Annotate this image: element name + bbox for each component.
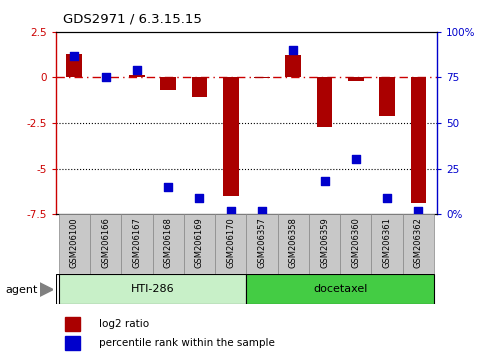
Bar: [121, 214, 153, 274]
Bar: [411, 78, 426, 203]
Point: [289, 47, 297, 53]
Bar: [403, 214, 434, 274]
Bar: [309, 214, 340, 274]
Text: GSM206362: GSM206362: [414, 218, 423, 268]
Text: GSM206360: GSM206360: [351, 218, 360, 268]
Bar: [58, 274, 246, 304]
Text: GSM206168: GSM206168: [164, 218, 172, 268]
Bar: [58, 214, 90, 274]
Bar: [160, 78, 176, 90]
Bar: [65, 336, 80, 350]
Bar: [129, 75, 145, 78]
Text: GSM206357: GSM206357: [257, 218, 267, 268]
Text: GSM206170: GSM206170: [226, 218, 235, 268]
Bar: [65, 317, 80, 331]
Text: GSM206169: GSM206169: [195, 218, 204, 268]
Point: [414, 208, 422, 213]
Bar: [340, 214, 371, 274]
Bar: [98, 76, 114, 78]
Point: [321, 178, 328, 184]
Bar: [223, 78, 239, 196]
Bar: [371, 214, 403, 274]
Polygon shape: [40, 283, 53, 296]
Bar: [192, 78, 207, 97]
Bar: [285, 55, 301, 78]
Text: log2 ratio: log2 ratio: [99, 319, 149, 329]
Bar: [317, 78, 332, 127]
Text: percentile rank within the sample: percentile rank within the sample: [99, 338, 275, 348]
Point: [133, 67, 141, 73]
Text: HTI-286: HTI-286: [131, 284, 174, 295]
Text: GSM206166: GSM206166: [101, 218, 110, 268]
Text: agent: agent: [6, 285, 38, 295]
Bar: [153, 214, 184, 274]
Point: [227, 208, 235, 213]
Bar: [215, 214, 246, 274]
Bar: [67, 54, 82, 78]
Bar: [184, 214, 215, 274]
Text: docetaxel: docetaxel: [313, 284, 368, 295]
Bar: [90, 214, 121, 274]
Point: [164, 184, 172, 190]
Bar: [246, 214, 278, 274]
Bar: [348, 78, 364, 81]
Point: [71, 53, 78, 58]
Bar: [379, 78, 395, 116]
Bar: [246, 274, 434, 304]
Point: [383, 195, 391, 201]
Point: [102, 75, 110, 80]
Point: [196, 195, 203, 201]
Text: GSM206100: GSM206100: [70, 218, 79, 268]
Text: GSM206167: GSM206167: [132, 218, 142, 268]
Text: GSM206358: GSM206358: [289, 218, 298, 268]
Point: [352, 156, 360, 162]
Text: GDS2971 / 6.3.15.15: GDS2971 / 6.3.15.15: [63, 12, 202, 25]
Text: GSM206361: GSM206361: [383, 218, 392, 268]
Text: GSM206359: GSM206359: [320, 218, 329, 268]
Bar: [278, 214, 309, 274]
Point: [258, 208, 266, 213]
